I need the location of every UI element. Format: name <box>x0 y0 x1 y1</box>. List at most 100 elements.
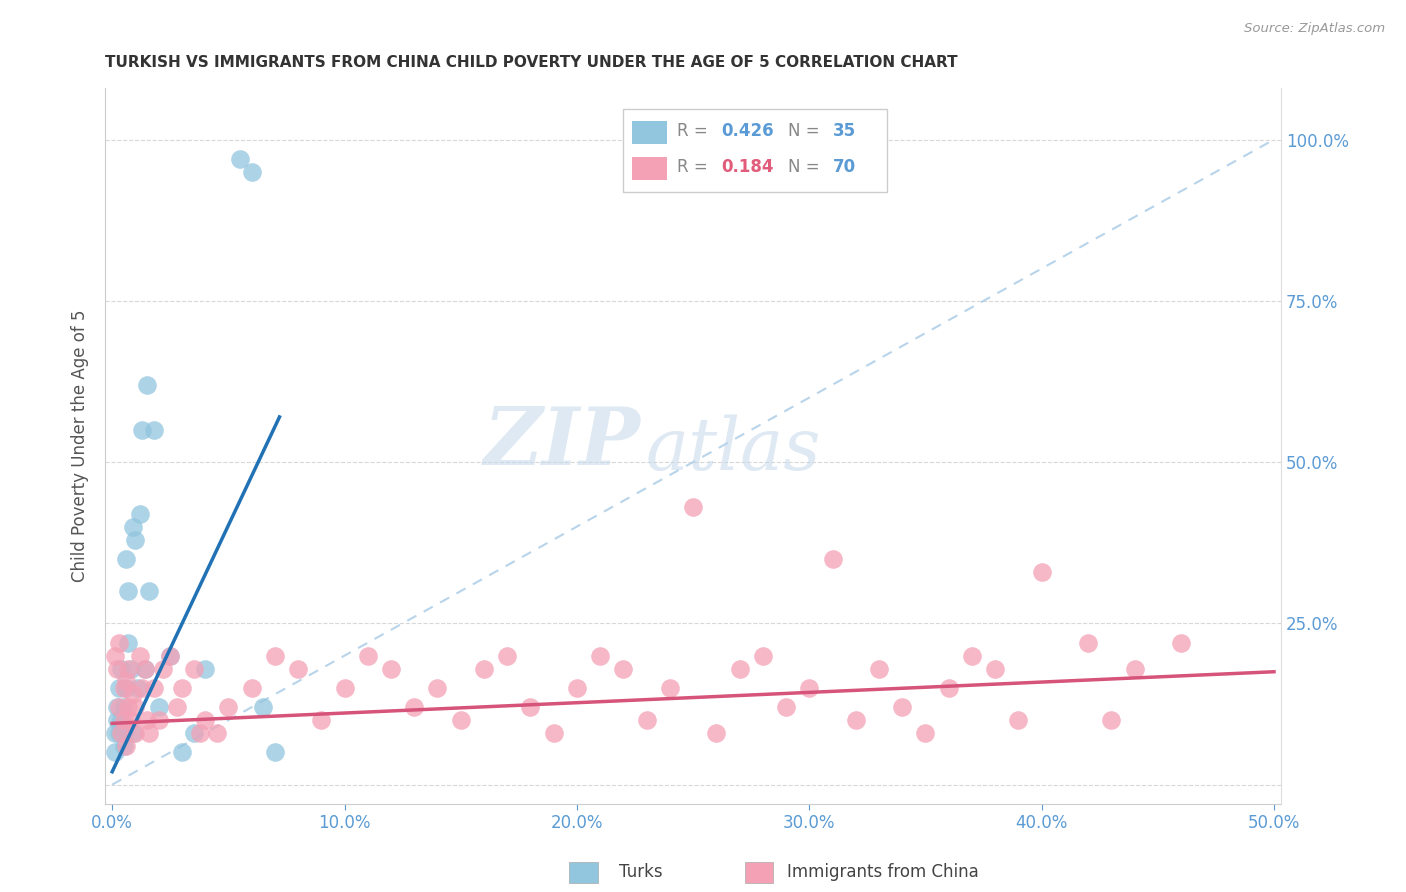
Point <box>120 661 142 675</box>
Text: 35: 35 <box>832 122 856 140</box>
Point <box>124 726 146 740</box>
Point <box>891 700 914 714</box>
Point <box>194 661 217 675</box>
Point <box>229 152 252 166</box>
Point <box>112 726 135 740</box>
Point <box>138 584 160 599</box>
Point <box>112 713 135 727</box>
Point <box>103 745 125 759</box>
Point <box>799 681 821 695</box>
Point <box>166 700 188 714</box>
Text: N =: N = <box>789 158 825 176</box>
Point <box>136 377 159 392</box>
Text: ZIP: ZIP <box>484 404 640 481</box>
Text: R =: R = <box>676 122 713 140</box>
Point <box>170 745 193 759</box>
Point <box>240 165 263 179</box>
Point <box>263 745 285 759</box>
Point <box>821 552 844 566</box>
Point <box>143 681 166 695</box>
Point <box>205 726 228 740</box>
Point <box>129 648 152 663</box>
Point <box>543 726 565 740</box>
Point <box>105 661 128 675</box>
FancyBboxPatch shape <box>631 157 668 179</box>
Point <box>105 700 128 714</box>
Point <box>131 423 153 437</box>
Point <box>138 726 160 740</box>
Point <box>134 661 156 675</box>
Point <box>728 661 751 675</box>
Point <box>117 700 139 714</box>
Point <box>170 681 193 695</box>
Point <box>287 661 309 675</box>
Point <box>190 726 212 740</box>
Point <box>108 636 131 650</box>
Point <box>115 681 138 695</box>
Point <box>148 713 170 727</box>
Point <box>426 681 449 695</box>
Point <box>120 713 142 727</box>
Point <box>105 713 128 727</box>
Point <box>129 507 152 521</box>
Point <box>845 713 868 727</box>
Text: Source: ZipAtlas.com: Source: ZipAtlas.com <box>1244 22 1385 36</box>
Point <box>183 726 205 740</box>
Point <box>682 500 704 515</box>
Point <box>124 700 146 714</box>
Point <box>868 661 890 675</box>
Point <box>1031 565 1053 579</box>
Point <box>108 726 131 740</box>
FancyBboxPatch shape <box>623 110 887 192</box>
Text: TURKISH VS IMMIGRANTS FROM CHINA CHILD POVERTY UNDER THE AGE OF 5 CORRELATION CH: TURKISH VS IMMIGRANTS FROM CHINA CHILD P… <box>105 55 957 70</box>
Point <box>263 648 285 663</box>
Point <box>658 681 681 695</box>
Point <box>117 636 139 650</box>
Point <box>112 739 135 753</box>
Point <box>704 726 727 740</box>
Point <box>127 681 149 695</box>
Text: Turks: Turks <box>619 863 662 881</box>
Point <box>217 700 239 714</box>
Point <box>565 681 588 695</box>
Point <box>472 661 495 675</box>
Point <box>636 713 658 727</box>
Point <box>115 552 138 566</box>
Point <box>311 713 333 727</box>
Point <box>357 648 380 663</box>
Point <box>1007 713 1029 727</box>
Text: Immigrants from China: Immigrants from China <box>787 863 979 881</box>
Point <box>159 648 181 663</box>
Point <box>1099 713 1122 727</box>
Point <box>117 661 139 675</box>
Point <box>115 674 138 689</box>
Point <box>122 726 145 740</box>
Point <box>110 661 132 675</box>
Point <box>960 648 983 663</box>
Point <box>122 519 145 533</box>
Point <box>124 533 146 547</box>
Point <box>136 713 159 727</box>
Point <box>752 648 775 663</box>
Text: N =: N = <box>789 122 825 140</box>
Y-axis label: Child Poverty Under the Age of 5: Child Poverty Under the Age of 5 <box>72 310 89 582</box>
Point <box>1123 661 1146 675</box>
Point <box>240 681 263 695</box>
FancyBboxPatch shape <box>631 121 668 144</box>
Point <box>380 661 402 675</box>
Point <box>159 648 181 663</box>
Point <box>112 681 135 695</box>
Point <box>252 700 274 714</box>
Point <box>122 687 145 701</box>
Point <box>914 726 936 740</box>
Point <box>612 661 634 675</box>
Point <box>108 681 131 695</box>
Point <box>333 681 356 695</box>
Point <box>134 661 156 675</box>
Text: 0.426: 0.426 <box>721 122 773 140</box>
Point <box>131 681 153 695</box>
Text: 70: 70 <box>832 158 856 176</box>
Point <box>183 661 205 675</box>
Point <box>103 648 125 663</box>
Point <box>115 739 138 753</box>
